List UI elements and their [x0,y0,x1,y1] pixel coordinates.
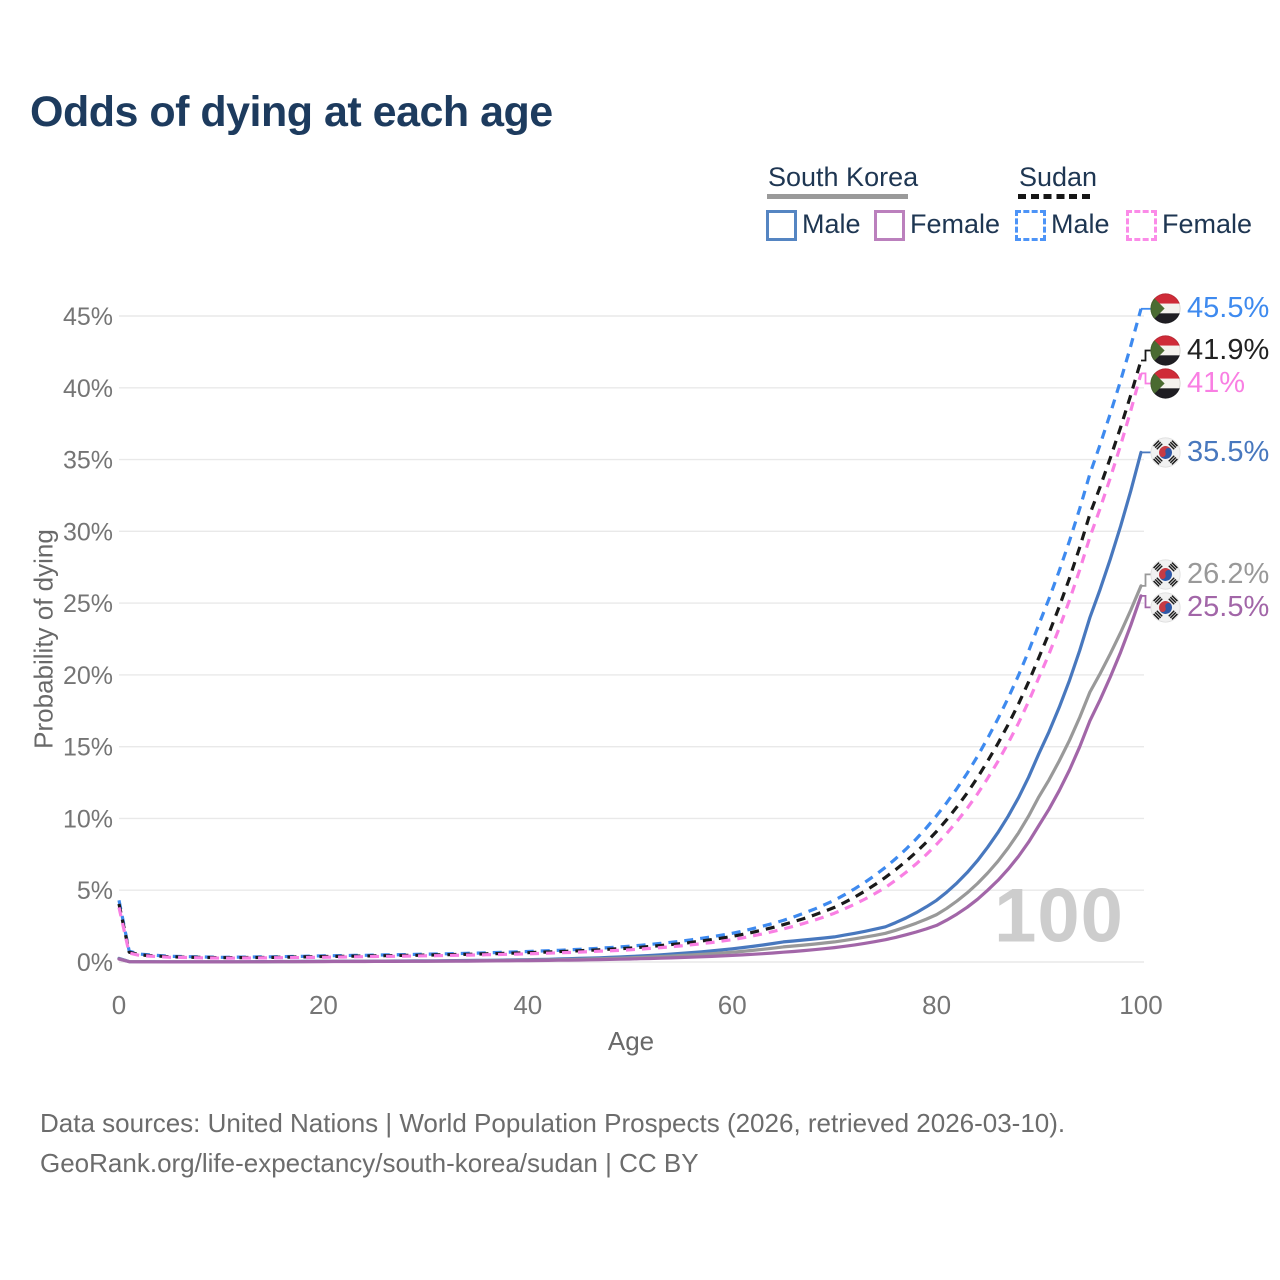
y-axis-title: Probability of dying [28,529,59,749]
legend-group-south-korea[interactable]: South Korea [768,162,919,192]
legend-label-sudan-male[interactable]: Male [1051,209,1110,239]
end-label-south-korea-female[interactable]: 25.5% [1150,590,1270,623]
legend-label-sudan-female[interactable]: Female [1162,209,1253,239]
sudan-flag-icon [1150,368,1181,399]
end-label-sudan-both[interactable]: 41.9% [1150,335,1269,366]
x-tick-label: 0 [112,990,126,1020]
line-sudan-both[interactable] [117,360,1143,960]
y-tick-label: 0% [77,949,113,977]
x-tick-label: 60 [718,990,747,1020]
sudan-flag-icon [1150,335,1181,366]
x-tick-label: 100 [1119,990,1162,1020]
y-tick-label: 10% [63,805,113,833]
label-connector-sudan-both [1141,349,1151,362]
end-label-value: 45.5% [1187,292,1270,325]
y-tick-label: 20% [63,662,113,690]
hovered-age-readout: 100 [994,873,1124,959]
south-korea-flag-icon [1150,437,1181,468]
y-tick-label: 25% [63,590,113,618]
line-south-korea-male[interactable] [117,450,1143,964]
end-label-value: 25.5% [1187,590,1270,623]
end-label-sudan-female[interactable]: 41% [1150,368,1245,399]
line-south-korea-female[interactable] [117,594,1143,964]
line-sudan-female[interactable] [117,372,1143,960]
x-axis-title: Age [607,1026,655,1056]
y-tick-label: 30% [63,518,113,546]
x-tick-label: 80 [922,990,951,1020]
south-korea-flag-icon [1150,559,1181,590]
legend-label-south-korea-female[interactable]: Female [910,209,1001,239]
end-label-value: 41.9% [1187,334,1270,366]
page-title: Odds of dying at each age [30,88,553,136]
legend-swatch-south-korea-female[interactable] [874,210,905,241]
legend-label-south-korea-male[interactable]: Male [802,209,861,239]
line-south-korea-both[interactable] [117,584,1143,964]
legend-swatch-south-korea-male[interactable] [766,210,797,241]
legend-swatch-sudan-female[interactable] [1126,210,1157,241]
legend-underline-sudan [1018,194,1091,199]
end-label-south-korea-both[interactable]: 26.2% [1150,557,1270,590]
x-tick-label: 40 [513,990,542,1020]
end-label-value: 26.2% [1187,557,1270,590]
end-label-sudan-male[interactable]: 45.5% [1150,293,1269,324]
y-tick-label: 35% [63,447,113,475]
end-label-value: 35.5% [1187,435,1270,468]
legend-swatch-sudan-male[interactable] [1015,210,1046,241]
y-tick-label: 5% [77,877,113,905]
x-tick-label: 20 [309,990,338,1020]
label-connector-south-korea-both [1141,573,1151,587]
footer-license[interactable]: GeoRank.org/life-expectancy/south-korea/… [40,1148,699,1178]
y-tick-label: 45% [63,303,113,331]
legend-group-sudan[interactable]: Sudan [1019,162,1098,192]
sudan-flag-icon [1150,293,1181,324]
line-sudan-male[interactable] [117,308,1143,959]
legend-underline-south-korea [767,194,908,199]
end-label-south-korea-male[interactable]: 35.5% [1150,435,1270,468]
y-tick-label: 40% [63,375,113,403]
end-label-value: 41% [1187,367,1246,399]
south-korea-flag-icon [1150,592,1181,623]
y-tick-label: 15% [63,734,113,762]
footer-sources: Data sources: United Nations | World Pop… [40,1108,1066,1138]
label-connector-south-korea-female [1141,595,1151,609]
label-connector-sudan-female [1141,372,1151,385]
